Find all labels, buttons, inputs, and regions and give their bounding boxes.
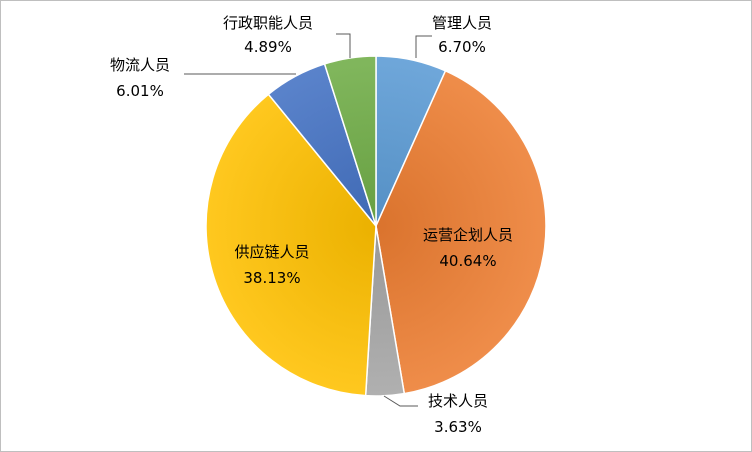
slice-3 [205, 93, 377, 397]
slice-label-2: 技术人员 [428, 392, 488, 410]
leader-line-5 [336, 33, 351, 58]
slice-label-4: 物流人员 [110, 56, 170, 74]
slice-5 [323, 55, 377, 227]
leader-line-0 [415, 35, 432, 58]
slice-value-label-5: 4.89% [244, 38, 292, 56]
slice-label-1: 运营企划人员 [423, 226, 513, 244]
slice-value-label-3: 38.13% [243, 269, 300, 287]
slice-label-5: 行政职能人员 [223, 14, 313, 32]
slice-1 [375, 69, 547, 395]
slice-value-label-4: 6.01% [116, 82, 164, 100]
slice-value-label-2: 3.63% [434, 418, 482, 436]
slice-label-0: 管理人员 [432, 14, 492, 32]
slice-value-label-1: 40.64% [439, 252, 496, 270]
leader-line-2 [383, 395, 418, 407]
slice-value-label-0: 6.70% [438, 38, 486, 56]
slice-label-3: 供应链人员 [234, 243, 309, 261]
